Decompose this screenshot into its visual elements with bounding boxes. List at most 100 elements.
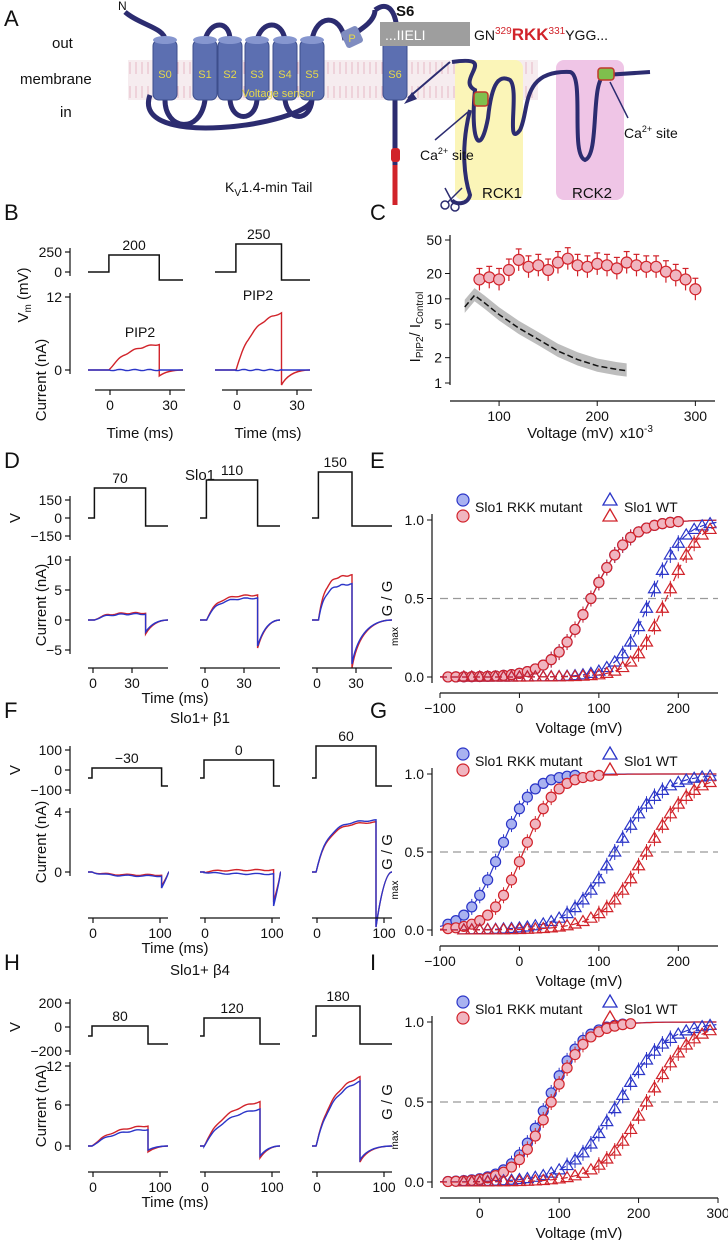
pF-x1-tick-label: 0 [201,925,209,941]
panel-label-b: B [4,200,19,225]
pI-wt-point [599,1114,614,1127]
panel-label-e: E [370,448,385,473]
pG-mutant-point [497,889,510,901]
pG-mutant-point [497,836,510,848]
pG-mutant-point [458,909,470,921]
c-xlabel: Voltage (mV) x10-3 [527,424,653,442]
pE-legend-wt-blue [601,491,619,506]
pG-mutant-point [482,909,494,921]
pG-mutant-point [529,783,541,795]
pE-wt-point [702,516,718,529]
voltage-step [88,767,168,787]
pI-wt-point [504,1174,519,1187]
pG-wt-point [504,922,519,935]
voltage-step [312,1005,392,1045]
pG-wt-point [480,922,495,935]
rck1-label: RCK1 [482,185,522,202]
pE-mutant-point [561,636,573,648]
pE-wt-point [520,669,535,682]
pH-cur-tick-label: 0 [54,1138,62,1154]
pI-wt-point [639,1094,654,1107]
helix-top [193,36,217,44]
pI-wt-point [512,1172,527,1185]
c-data-point [650,260,663,273]
i-plot: 1.0 0.5 0.0 0 100 200 300 Voltage (mV) G / G max S… [379,993,728,1240]
pG-wt-point [472,922,487,935]
c-data-point [591,257,604,271]
current-trace-blue [88,1128,169,1152]
pE-wt-point [472,669,487,682]
c-data-point [512,253,525,267]
pI-y-tick-label: 0.5 [405,1094,425,1110]
pore-helix [341,26,363,48]
pG-wt-point [591,906,606,919]
pI-wt-point [607,1143,622,1156]
d-traces: 150 0 −150 10 5 0 −5 V Current (nA) 70 110 150 0 30 0 3… [7,454,393,707]
pH-vm-tick-label: −200 [30,1043,62,1059]
pI-wt-point [456,1174,471,1187]
pD-x1-tick-label: 30 [236,675,252,691]
pG-mutant-point [513,856,526,868]
pI-mutant-point [577,1038,589,1050]
pE-mutant-point [625,531,637,543]
scissors-icon [440,187,463,212]
pI-wt-point [528,1173,543,1186]
pI-wt-point [615,1088,630,1100]
current-trace-blue [312,582,393,665]
pG-wt-point [536,921,551,934]
pG-wt-point [488,922,503,935]
b-vm-tick-label: 250 [39,244,63,260]
pE-wt-point [663,581,678,594]
ca-site-right-label: Ca2+ site [624,124,678,141]
pE-mutant-point [545,654,557,666]
pE-legend-mut-label: Slo1 RKK mutant [475,499,582,515]
pE-wt-point [591,667,606,680]
pE-wt-point [536,669,551,682]
pI-wt-point [472,1174,487,1187]
rck2-region [556,60,624,200]
pI-legend-wt-red [601,1009,619,1024]
c-data-point [610,262,623,275]
step-voltage-label: 250 [247,226,271,242]
pI-wt-point [639,1052,654,1065]
pG-wt-point [560,906,575,919]
helix-label-s1: S1 [198,69,211,81]
c-y-tick-label: 5 [434,316,442,332]
pG-legend-mut-red [456,763,470,777]
pG-wt-point [695,769,710,782]
pI-wt-point [552,1171,567,1184]
step-voltage-label: 60 [338,728,354,744]
pE-wt-point [464,669,479,682]
panel-b: B Vm (mV) Current (nA) 250 0 12 0 200 250 PIP2… [4,200,312,442]
b-x2-tick-label: 0 [233,397,241,413]
pF-x0-tick-label: 0 [89,925,97,941]
pD-vm-ylabel: V [7,513,24,523]
pI-mutant-point [585,1031,597,1043]
pE-wt-point [544,669,559,682]
pI-wt-point [575,1145,591,1158]
pE-wt-point [639,601,654,613]
pG-wt-point [702,768,718,781]
pH-vm-tick-label: 0 [54,1019,62,1035]
pG-y-tick-label: 1.0 [405,766,425,782]
current-trace-blue [88,368,183,372]
pG-legend-wt-red [601,761,619,776]
pD-xlabel: Time (ms) [142,690,209,707]
pI-wt-point [647,1044,662,1056]
pI-wt-point [655,1067,670,1080]
pD-cur-ylabel: Current (nA) [33,564,50,647]
pE-mutant-point [672,515,684,528]
c-plot: 50 20 10 5 2 1 100 200 300 [426,232,715,424]
pI-wt-point [528,1170,543,1182]
pG-wt-point [528,921,543,934]
c-y-tick-label: 2 [434,350,442,366]
pF-cur-tick-label: 0 [54,864,62,880]
pE-x-tick-label: 100 [587,700,611,716]
current-trace-red [88,343,184,378]
pE-y-tick-label: 1.0 [405,512,425,528]
current-trace-red [312,1075,393,1163]
pE-wt-point [488,669,503,682]
pip2-label: PIP2 [125,324,156,340]
e-plot: 1.0 0.5 0.0 −100 0 100 200 Voltage (mV) G / G max… [379,491,718,737]
pE-wt-point [456,669,471,682]
